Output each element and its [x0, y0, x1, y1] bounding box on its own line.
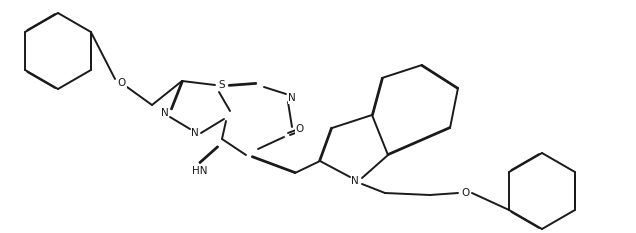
Text: N: N [161, 108, 169, 118]
Text: O: O [461, 188, 469, 198]
Text: N: N [351, 176, 359, 186]
Text: O: O [118, 78, 126, 88]
Text: HN: HN [192, 166, 208, 176]
Text: S: S [219, 80, 225, 90]
Text: N: N [191, 128, 199, 138]
Text: N: N [288, 93, 296, 103]
Text: O: O [296, 124, 304, 134]
